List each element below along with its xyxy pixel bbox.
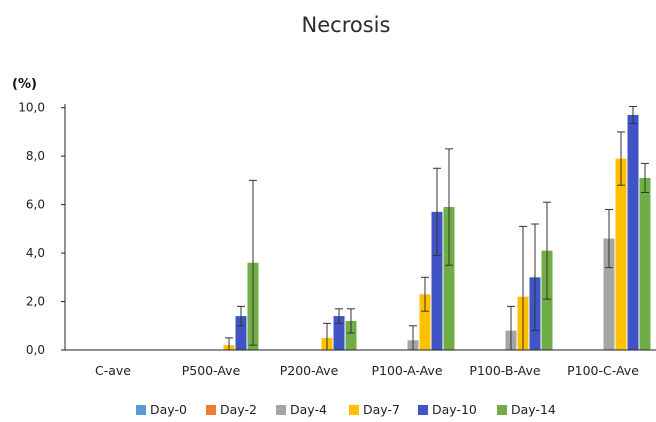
bar-day-14-p200-ave — [345, 320, 357, 350]
legend-label: Day-14 — [511, 402, 556, 417]
bar-day-10-p100-c-ave — [627, 114, 639, 351]
bar-day-14-p100-c-ave — [639, 177, 651, 350]
legend-swatch — [497, 405, 507, 415]
chart-title: Necrosis — [302, 13, 391, 37]
legend-label: Day-0 — [150, 402, 187, 417]
legend-swatch — [206, 405, 216, 415]
bar-day-14-p100-b-ave — [541, 250, 553, 350]
bar-day-10-p500-ave — [235, 316, 247, 350]
category-label: C-ave — [95, 363, 131, 378]
bar-day-7-p100-a-ave — [419, 294, 431, 350]
category-label: P500-Ave — [182, 363, 241, 378]
legend-swatch — [418, 405, 428, 415]
category-label: P100-B-Ave — [469, 363, 540, 378]
legend-swatch — [136, 405, 146, 415]
bar-day-14-p100-a-ave — [443, 207, 455, 350]
legend-label: Day-2 — [220, 402, 257, 417]
category-label: P100-C-Ave — [567, 363, 639, 378]
legend-label: Day-7 — [363, 402, 400, 417]
legend: Day-0 Day-2 Day-4 Day-7 Day-10 Day-14 — [136, 402, 556, 417]
bar-day-10-p200-ave — [333, 316, 345, 350]
y-axis-unit: (%) — [12, 77, 37, 92]
y-tick-label: 4,0 — [26, 246, 45, 260]
y-tick-label: 8,0 — [26, 149, 45, 163]
legend-label: Day-10 — [432, 402, 477, 417]
legend-label: Day-4 — [290, 402, 327, 417]
bar-day-10-p100-a-ave — [431, 211, 443, 350]
y-tick-label: 2,0 — [26, 295, 45, 309]
legend-swatch — [349, 405, 359, 415]
bar-day-4-p100-c-ave — [603, 238, 615, 350]
category-label: P100-A-Ave — [371, 363, 442, 378]
y-tick-label: 0,0 — [26, 343, 45, 357]
y-tick-label: 10,0 — [18, 101, 45, 115]
legend-swatch — [276, 405, 286, 415]
y-tick-label: 6,0 — [26, 198, 45, 212]
category-label: P200-Ave — [280, 363, 339, 378]
bar-day-7-p100-c-ave — [615, 158, 627, 350]
